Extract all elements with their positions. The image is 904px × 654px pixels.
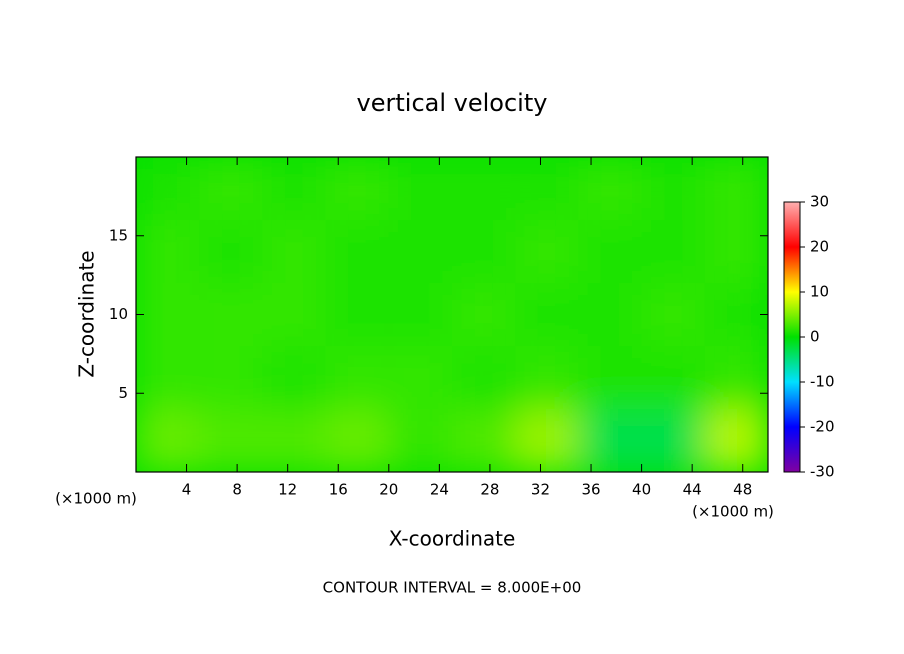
field-cell bbox=[262, 409, 326, 472]
y-tick-label: 15 bbox=[109, 226, 128, 244]
field bbox=[136, 157, 768, 472]
field-cell bbox=[262, 157, 326, 220]
colorbar bbox=[783, 201, 801, 473]
field-cell bbox=[515, 409, 579, 472]
field-cell bbox=[199, 346, 263, 409]
x-tick-label: 20 bbox=[379, 481, 398, 499]
y-axis-unit: (×1000 m) bbox=[55, 490, 137, 508]
field-cell bbox=[325, 409, 389, 472]
field-cell bbox=[325, 220, 389, 283]
x-tick-label: 44 bbox=[683, 481, 702, 499]
field-cell bbox=[641, 157, 705, 220]
colorbar-tick-label: -30 bbox=[810, 463, 835, 481]
field-cell bbox=[641, 346, 705, 409]
field-cell bbox=[578, 157, 642, 220]
field-cell bbox=[136, 157, 200, 220]
field-cell bbox=[199, 220, 263, 283]
field-cell bbox=[452, 409, 516, 472]
field-cell bbox=[325, 283, 389, 346]
y-tick-label: 5 bbox=[118, 384, 128, 402]
field-cell bbox=[515, 283, 579, 346]
field-cell bbox=[136, 220, 200, 283]
footnote: CONTOUR INTERVAL = 8.000E+00 bbox=[323, 579, 582, 597]
field-cell bbox=[388, 283, 452, 346]
field-cell bbox=[704, 346, 768, 409]
field-cell bbox=[262, 220, 326, 283]
field-cell bbox=[641, 283, 705, 346]
colorbar-tick-label: -20 bbox=[810, 418, 835, 436]
colorbar-tick-label: 20 bbox=[810, 238, 829, 256]
field-cell bbox=[262, 346, 326, 409]
field-cell bbox=[704, 283, 768, 346]
x-tick-label: 32 bbox=[531, 481, 550, 499]
field-cell bbox=[388, 220, 452, 283]
field-cell bbox=[515, 346, 579, 409]
colorbar-tick-label: 10 bbox=[810, 283, 829, 301]
y-tick-label: 10 bbox=[109, 305, 128, 323]
field-cell bbox=[578, 346, 642, 409]
colorbar-tick-label: 0 bbox=[810, 328, 820, 346]
x-tick-label: 48 bbox=[733, 481, 752, 499]
y-axis-label: Z-coordinate bbox=[75, 250, 99, 377]
x-tick-label: 16 bbox=[329, 481, 348, 499]
field-cell bbox=[388, 157, 452, 220]
field-cell bbox=[325, 157, 389, 220]
field-cell bbox=[136, 346, 200, 409]
field-cell bbox=[262, 283, 326, 346]
x-tick-label: 8 bbox=[232, 481, 242, 499]
field-cells bbox=[136, 157, 768, 472]
x-tick-label: 12 bbox=[278, 481, 297, 499]
field-cell bbox=[388, 409, 452, 472]
chart-title: vertical velocity bbox=[357, 89, 548, 117]
x-tick-label: 24 bbox=[430, 481, 449, 499]
field-cell bbox=[704, 220, 768, 283]
field-cell bbox=[452, 220, 516, 283]
x-tick-label: 28 bbox=[480, 481, 499, 499]
field-cell bbox=[515, 220, 579, 283]
field-cell bbox=[199, 409, 263, 472]
x-axis-unit: (×1000 m) bbox=[692, 503, 774, 521]
field-cell bbox=[578, 409, 642, 472]
field-cell bbox=[452, 283, 516, 346]
field-cell bbox=[578, 283, 642, 346]
field-cell bbox=[641, 409, 705, 472]
x-tick-label: 36 bbox=[581, 481, 600, 499]
field-cell bbox=[452, 157, 516, 220]
x-axis-label: X-coordinate bbox=[389, 527, 516, 551]
colorbar-tick-label: -10 bbox=[810, 373, 835, 391]
field-cell bbox=[641, 220, 705, 283]
field-cell bbox=[578, 220, 642, 283]
field-cell bbox=[452, 346, 516, 409]
field-cell bbox=[136, 283, 200, 346]
field-cell bbox=[388, 346, 452, 409]
field-cell bbox=[515, 157, 579, 220]
field-cell bbox=[136, 409, 200, 472]
field-cell bbox=[199, 283, 263, 346]
x-tick-label: 40 bbox=[632, 481, 651, 499]
field-cell bbox=[704, 409, 768, 472]
field-cell bbox=[704, 157, 768, 220]
field-cell bbox=[199, 157, 263, 220]
x-tick-label: 4 bbox=[182, 481, 192, 499]
field-cell bbox=[325, 346, 389, 409]
colorbar-tick-label: 30 bbox=[810, 193, 829, 211]
